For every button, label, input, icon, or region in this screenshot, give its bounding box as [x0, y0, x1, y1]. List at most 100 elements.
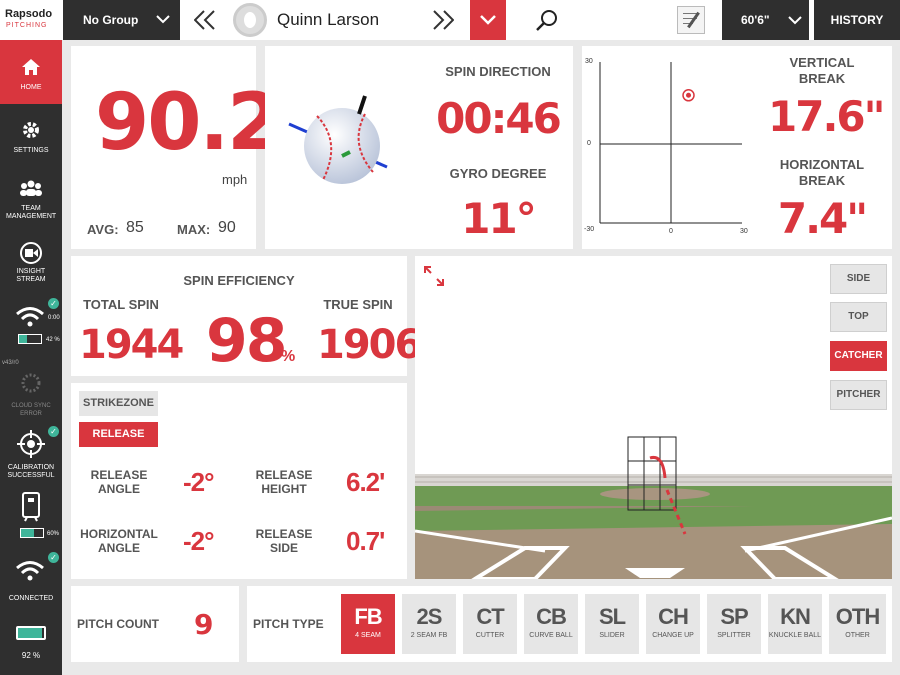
- total-spin-value: 1944: [79, 322, 184, 368]
- release-height-value: 6.2': [346, 467, 385, 497]
- pitch-type-2s[interactable]: 2S 2 SEAM FB: [402, 594, 456, 654]
- battery-charging-icon: [16, 626, 46, 640]
- sidebar-item-calibration[interactable]: ✓ CALIBRATION SUCCESSFUL: [0, 424, 62, 486]
- sidebar-item-team-management[interactable]: TEAM MANAGEMENT: [0, 168, 62, 230]
- break-point: [686, 92, 692, 98]
- next-player-icon[interactable]: [432, 10, 454, 30]
- pitch-type-sp[interactable]: SP SPLITTER: [707, 594, 761, 654]
- release-panel: STRIKEZONE RELEASE RELEASE ANGLE -2° REL…: [71, 383, 407, 579]
- release-side-value: 0.7': [346, 526, 385, 556]
- release-angle-value: -2°: [183, 467, 215, 497]
- pitch-type-name: KNUCKLE BALL: [768, 632, 822, 639]
- pitch-type-name: 2 SEAM FB: [410, 632, 448, 639]
- sidebar-item-settings[interactable]: SETTINGS: [0, 106, 62, 166]
- check-icon: ✓: [48, 298, 59, 309]
- sidebar-label: SETTINGS: [13, 147, 49, 154]
- pitch-type-cb[interactable]: CB CURVE BALL: [524, 594, 578, 654]
- y-tick-top: 30: [585, 58, 593, 65]
- pitch-type-name: OTHER: [845, 632, 870, 639]
- gyro-degree-value: 11°: [461, 194, 536, 243]
- spin-efficiency-panel: SPIN EFFICIENCY TOTAL SPIN 1944 98 % TRU…: [71, 256, 422, 376]
- pitch-type-ch[interactable]: CH CHANGE UP: [646, 594, 700, 654]
- velocity-panel: 90.2 mph AVG: 85 MAX: 90: [71, 46, 281, 249]
- pitch-type-kn[interactable]: KN KNUCKLE BALL: [768, 594, 822, 654]
- notes-icon[interactable]: [677, 6, 705, 34]
- sidebar-item-device[interactable]: 60%: [0, 488, 62, 548]
- pitch-type-name: SLIDER: [599, 632, 625, 639]
- pitch-type-sl[interactable]: SL SLIDER: [585, 594, 639, 654]
- sidebar-item-battery: 92 %: [0, 616, 62, 675]
- spin-efficiency-title: SPIN EFFICIENCY: [183, 273, 295, 288]
- avatar: [233, 3, 267, 37]
- battery-value: 60%: [47, 531, 60, 537]
- crosshair-icon: [17, 430, 45, 458]
- break-point-ring: [682, 89, 695, 102]
- gear-icon: [23, 122, 39, 138]
- wifi-icon: [16, 307, 44, 327]
- pitch-type-fb[interactable]: FB 4 SEAM: [341, 594, 395, 654]
- battery-value: 92 %: [21, 651, 41, 660]
- pitch-count-value: 9: [194, 608, 214, 641]
- pitch-type-name: 4 SEAM: [355, 632, 381, 639]
- pitch-count-panel: PITCH COUNT 9: [71, 586, 239, 662]
- expand-icon[interactable]: [423, 265, 445, 287]
- tab-strikezone[interactable]: STRIKEZONE: [79, 391, 158, 416]
- sidebar-label: TEAM MANAGEMENT: [6, 205, 57, 220]
- player-name[interactable]: Quinn Larson: [277, 10, 380, 29]
- max-label: MAX:: [177, 222, 211, 237]
- max-value: 90: [218, 219, 236, 236]
- sidebar-label: CONNECTED: [8, 595, 54, 602]
- release-angle-label: RELEASE ANGLE: [90, 468, 148, 496]
- x-tick-mid: 0: [669, 228, 673, 235]
- sidebar: HOME SETTINGS TEAM MANAGEMENT INSIGHT ST…: [0, 40, 62, 675]
- release-height-label: RELEASE HEIGHT: [255, 468, 313, 496]
- velocity-unit: mph: [222, 172, 248, 187]
- pitch-type-abbr: CH: [658, 604, 689, 629]
- trajectory-view[interactable]: [415, 256, 892, 579]
- brand-name: Rapsodo: [5, 8, 53, 20]
- horizontal-break-title: HORIZONTAL BREAK: [779, 157, 865, 188]
- total-spin-label: TOTAL SPIN: [83, 297, 159, 312]
- sidebar-label: CLOUD SYNC ERROR: [11, 403, 51, 417]
- pitch-type-abbr: 2S: [416, 604, 443, 629]
- previous-player-icon[interactable]: [194, 10, 216, 30]
- player-dropdown-button[interactable]: [470, 0, 506, 40]
- view-top-button[interactable]: TOP: [830, 302, 887, 332]
- sidebar-label: HOME: [20, 84, 42, 91]
- x-tick-right: 30: [740, 228, 748, 235]
- spin-efficiency-percent: %: [281, 348, 296, 365]
- pitch-type-name: SPLITTER: [717, 632, 751, 639]
- view-pitcher-button[interactable]: PITCHER: [830, 380, 887, 410]
- chevron-down-icon: [480, 15, 496, 25]
- sidebar-item-cloud-sync[interactable]: CLOUD SYNC ERROR: [0, 368, 62, 422]
- search-icon[interactable]: [535, 9, 559, 33]
- sidebar-item-connected[interactable]: ✓ CONNECTED: [0, 550, 62, 610]
- pitch-type-abbr: OTH: [835, 604, 880, 629]
- pitch-type-ct[interactable]: CT CUTTER: [463, 594, 517, 654]
- chevron-down-icon: [156, 15, 170, 24]
- break-chart: [599, 62, 742, 224]
- pitch-type-name: CURVE BALL: [529, 632, 573, 639]
- group-dropdown[interactable]: No Group: [63, 0, 180, 40]
- sidebar-label: INSIGHT STREAM: [16, 268, 46, 283]
- true-spin-value: 1906: [317, 322, 422, 368]
- history-button[interactable]: HISTORY: [814, 0, 900, 40]
- tab-release[interactable]: RELEASE: [79, 422, 158, 447]
- sidebar-item-home[interactable]: HOME: [0, 40, 62, 104]
- view-catcher-button[interactable]: CATCHER: [830, 341, 887, 371]
- view-side-button[interactable]: SIDE: [830, 264, 887, 294]
- pitch-type-abbr: KN: [780, 604, 811, 629]
- y-tick-bottom: -30: [584, 226, 595, 233]
- sync-icon: [21, 373, 41, 393]
- release-side-label: RELEASE SIDE: [255, 527, 313, 555]
- sidebar-item-wifi-status[interactable]: ✓ 0:00 42 %: [0, 296, 62, 356]
- brand-sub: PITCHING: [6, 22, 48, 29]
- sidebar-item-insight-stream[interactable]: INSIGHT STREAM: [0, 232, 62, 294]
- distance-dropdown[interactable]: 60'6": [722, 0, 809, 40]
- pitch-type-oth[interactable]: OTH OTHER: [829, 594, 886, 654]
- version-label: v43/r0: [2, 360, 19, 366]
- group-label: No Group: [83, 13, 139, 27]
- pitch-type-abbr: CB: [536, 604, 567, 629]
- baseball-spin-icon: [288, 95, 388, 184]
- distance-label: 60'6": [741, 13, 770, 27]
